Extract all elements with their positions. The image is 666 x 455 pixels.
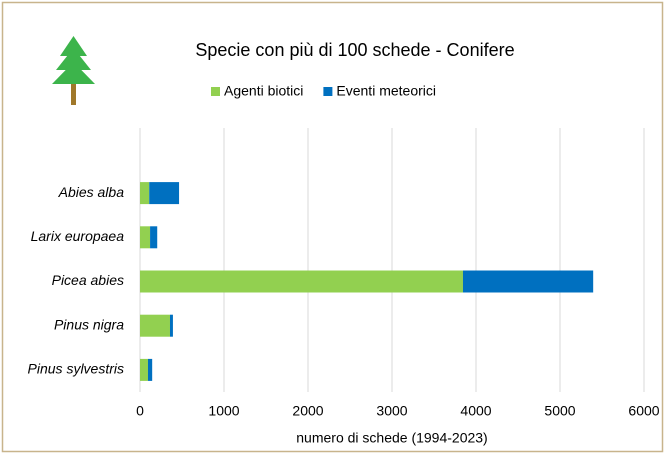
bar-segment — [140, 270, 463, 293]
bar-segment — [140, 182, 150, 205]
x-axis-label: numero di schede (1994-2023) — [296, 430, 487, 446]
bar-segment — [149, 182, 180, 205]
bar-segment — [150, 226, 158, 249]
legend-swatch — [323, 87, 333, 96]
bar-segment — [140, 226, 151, 249]
bar-segment — [462, 270, 594, 293]
x-tick-label: 4000 — [460, 403, 491, 419]
y-tick-label: Picea abies — [52, 272, 124, 288]
legend-label: Agenti biotici — [224, 83, 303, 99]
x-tick-label: 0 — [136, 403, 144, 419]
x-tick-label: 3000 — [376, 403, 407, 419]
y-tick-label: Abies alba — [58, 184, 125, 200]
legend-swatch — [211, 87, 220, 96]
x-tick-label: 1000 — [208, 403, 239, 419]
y-tick-label: Pinus nigra — [54, 316, 124, 332]
bar-segment — [140, 314, 170, 337]
chart-title: Specie con più di 100 schede - Conifere — [195, 40, 514, 60]
y-tick-label: Larix europaea — [31, 228, 125, 244]
y-tick-label: Pinus sylvestris — [28, 361, 124, 377]
x-tick-label: 2000 — [292, 403, 323, 419]
x-tick-label: 5000 — [544, 403, 575, 419]
x-tick-label: 6000 — [628, 403, 659, 419]
legend-label: Eventi meteorici — [336, 83, 436, 99]
bar-segment — [140, 358, 148, 381]
bar-segment — [169, 314, 173, 337]
tree-icon — [52, 36, 95, 105]
bar-segment — [147, 358, 153, 381]
